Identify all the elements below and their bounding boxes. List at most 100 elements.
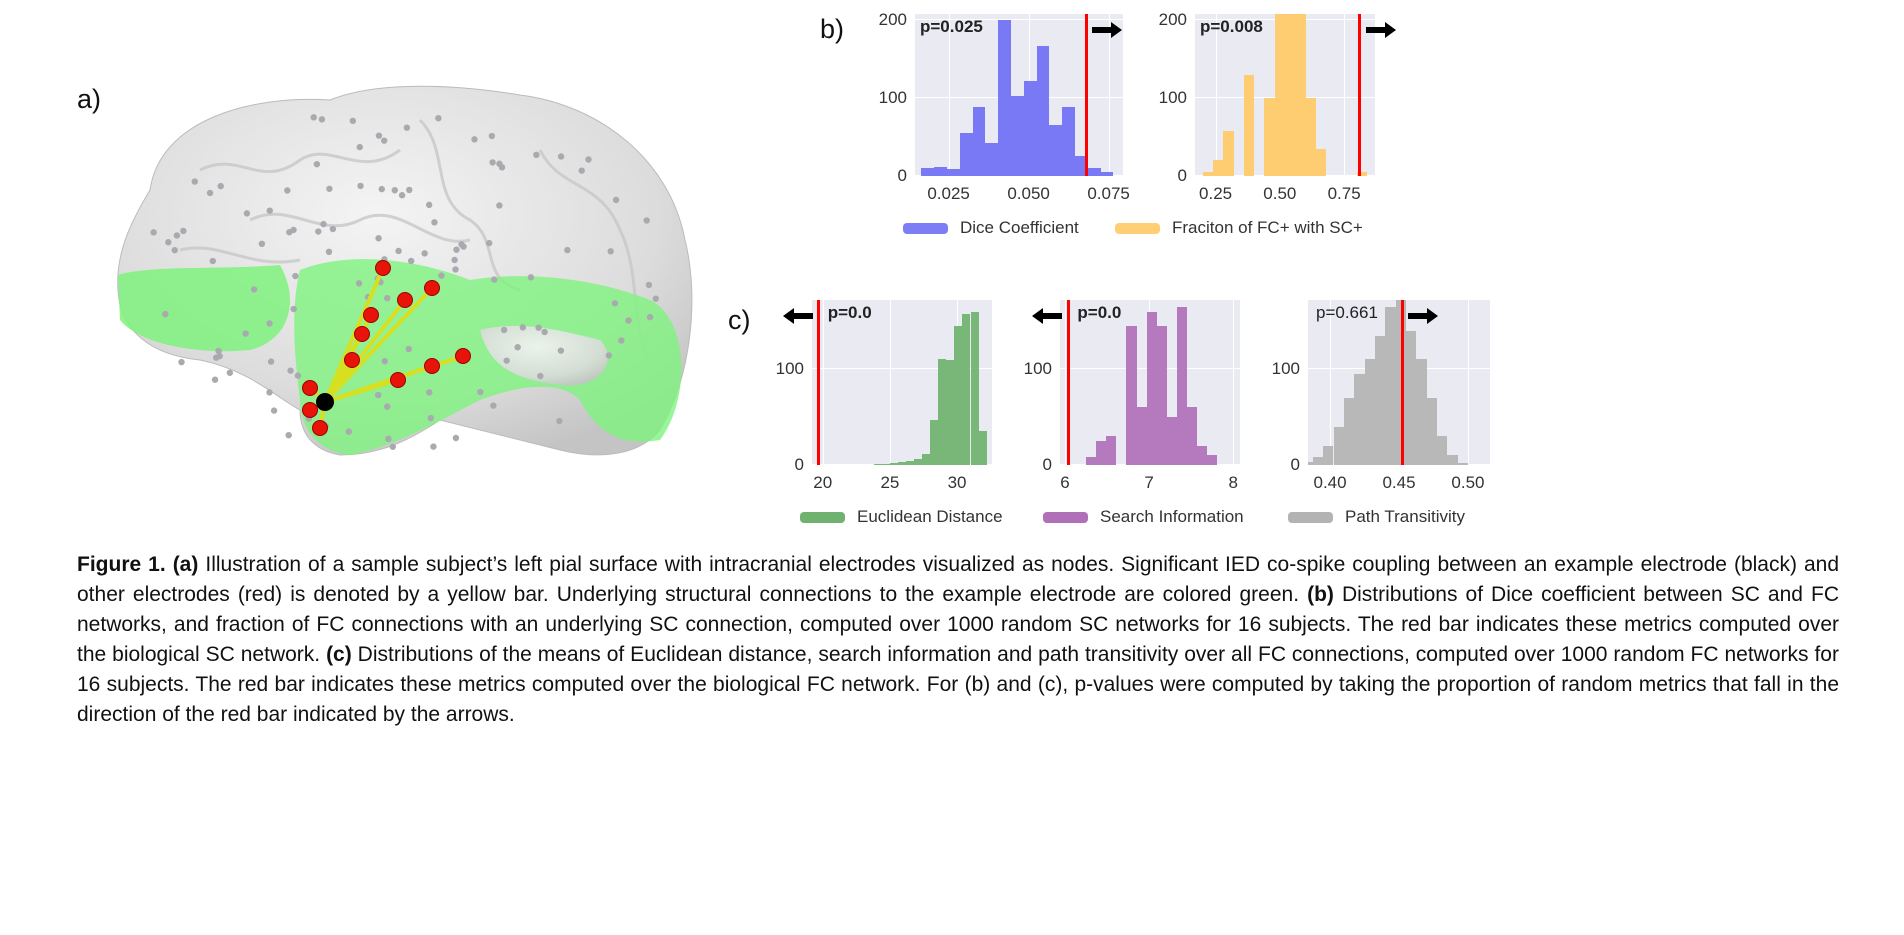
y-tick-label: 0 <box>794 455 804 474</box>
electrode-node <box>318 116 326 123</box>
biological-value-line <box>1400 300 1404 465</box>
histogram-bar <box>1197 445 1208 465</box>
histogram-bar <box>947 169 960 176</box>
arrow-right-icon <box>1092 22 1123 38</box>
electrode-node <box>503 357 510 364</box>
electrode-node <box>209 257 216 265</box>
gridline <box>1330 300 1332 465</box>
caption-text: Distributions of Dice coefficient betwee… <box>77 583 1839 666</box>
histogram-bar <box>985 142 999 176</box>
legend-label: Fraciton of FC+ with SC+ <box>1172 218 1363 237</box>
coupled-electrode-node <box>354 326 370 342</box>
histogram-bar <box>1264 98 1275 176</box>
arrow-left-icon <box>1032 308 1063 324</box>
electrode-node <box>380 137 388 144</box>
electrode-node <box>427 414 434 422</box>
electrode-node <box>216 352 223 360</box>
histogram-bar <box>1426 397 1437 465</box>
electrode-node <box>527 274 535 281</box>
coupled-electrode-node <box>344 352 360 368</box>
p-value-label: p=0.0 <box>1077 303 1122 322</box>
electrode-node <box>356 143 363 151</box>
electrode-node <box>217 182 224 190</box>
legend-search-information: Search Information <box>1043 507 1244 527</box>
electrode-node <box>611 300 619 307</box>
biological-value-line <box>1066 300 1070 465</box>
histogram-bar <box>906 461 915 465</box>
electrode-node <box>287 367 294 374</box>
p-value-label: p=0.008 <box>1200 17 1263 36</box>
electrode-node <box>381 358 388 365</box>
electrode-node <box>435 114 442 122</box>
electrode-node <box>326 185 333 192</box>
biological-value-line <box>817 300 821 465</box>
histogram-bar <box>1447 455 1458 465</box>
histogram-bar <box>1374 335 1386 465</box>
electrode-node <box>486 239 493 247</box>
histogram-bar <box>1295 14 1306 176</box>
electrode-node <box>431 219 438 226</box>
legend-fraction: Fraciton of FC+ with SC+ <box>1115 218 1363 238</box>
y-tick-label: 100 <box>1271 359 1300 379</box>
coupled-electrode-node <box>455 348 471 364</box>
caption-bold-text: (b) <box>1307 583 1334 606</box>
electrode-node <box>284 187 291 194</box>
electrode-node <box>458 241 465 248</box>
p-value-label: p=0.0 <box>827 303 872 322</box>
electrode-node <box>407 257 415 265</box>
legend-label: Dice Coefficient <box>960 218 1079 237</box>
histogram-bar <box>1213 160 1224 176</box>
x-tick-label: 0.075 <box>1087 184 1130 203</box>
electrode-node <box>646 313 654 321</box>
electrode-node <box>618 337 625 344</box>
histogram-bar <box>1207 455 1218 465</box>
coupling-link <box>323 286 434 404</box>
electrode-node <box>389 443 396 450</box>
electrode-node <box>345 428 352 435</box>
histogram-bar <box>881 464 890 465</box>
histogram-bar <box>962 314 971 465</box>
histogram-bar <box>889 463 898 465</box>
electrode-node <box>578 167 585 174</box>
electrode-node <box>426 389 433 396</box>
green-region-frontal <box>118 265 290 352</box>
gridline <box>1467 300 1469 465</box>
histogram-bar <box>1049 125 1063 176</box>
green-region-temporal <box>294 259 682 455</box>
histogram-bar <box>1305 98 1316 176</box>
plot-area: p=0.008 <box>1195 14 1375 176</box>
electrode-node <box>290 305 297 313</box>
histogram-bar <box>921 168 935 176</box>
electrode-node <box>310 114 317 121</box>
coupled-electrode-node <box>312 420 328 436</box>
electrode-node <box>625 317 632 324</box>
electrode-node <box>294 372 302 379</box>
gridline <box>915 19 1123 21</box>
legend-patch-fraction <box>1115 222 1160 234</box>
electrode-node <box>652 295 660 302</box>
electrode-node <box>519 324 527 331</box>
histogram-bar <box>1405 330 1417 465</box>
electrode-node <box>173 232 181 239</box>
histogram-bar <box>959 133 973 176</box>
gridline <box>1215 14 1217 176</box>
electrode-node <box>171 246 178 254</box>
legend-euclidean: Euclidean Distance <box>800 507 1003 527</box>
histogram-bar <box>1202 172 1213 176</box>
histogram-bar <box>1357 172 1368 176</box>
histogram-bar <box>1062 107 1075 176</box>
histogram-bar <box>1176 306 1187 465</box>
coupled-electrode-node <box>397 292 413 308</box>
brain-illustration <box>117 85 693 456</box>
plot-area: p=0.661 <box>1308 300 1490 465</box>
electrode-node <box>643 217 650 224</box>
electrode-node <box>453 246 460 253</box>
caption-bold-text: Figure 1. <box>77 553 173 576</box>
electrode-node <box>292 272 299 280</box>
electrode-node <box>607 248 614 255</box>
coupled-electrode-node <box>363 307 379 323</box>
electrode-node <box>266 389 273 396</box>
electrode-node <box>477 388 484 396</box>
histogram-bar <box>1036 45 1050 176</box>
electrode-node <box>585 156 592 163</box>
